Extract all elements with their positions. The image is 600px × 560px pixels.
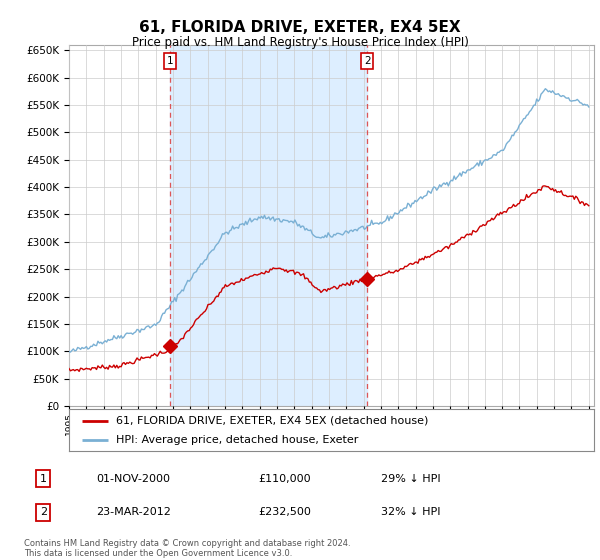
- Text: 1: 1: [40, 474, 47, 484]
- Text: 61, FLORIDA DRIVE, EXETER, EX4 5EX: 61, FLORIDA DRIVE, EXETER, EX4 5EX: [139, 20, 461, 35]
- Text: 23-MAR-2012: 23-MAR-2012: [96, 507, 171, 517]
- Text: £232,500: £232,500: [258, 507, 311, 517]
- Text: 61, FLORIDA DRIVE, EXETER, EX4 5EX (detached house): 61, FLORIDA DRIVE, EXETER, EX4 5EX (deta…: [116, 416, 428, 426]
- Text: Contains HM Land Registry data © Crown copyright and database right 2024.
This d: Contains HM Land Registry data © Crown c…: [24, 539, 350, 558]
- Text: 2: 2: [40, 507, 47, 517]
- Text: 32% ↓ HPI: 32% ↓ HPI: [381, 507, 440, 517]
- Text: 2: 2: [364, 56, 371, 66]
- Text: 1: 1: [167, 56, 173, 66]
- Text: £110,000: £110,000: [258, 474, 311, 484]
- Text: 29% ↓ HPI: 29% ↓ HPI: [381, 474, 440, 484]
- Text: HPI: Average price, detached house, Exeter: HPI: Average price, detached house, Exet…: [116, 435, 359, 445]
- Text: 01-NOV-2000: 01-NOV-2000: [96, 474, 170, 484]
- Text: Price paid vs. HM Land Registry's House Price Index (HPI): Price paid vs. HM Land Registry's House …: [131, 36, 469, 49]
- Bar: [170, 45, 367, 406]
